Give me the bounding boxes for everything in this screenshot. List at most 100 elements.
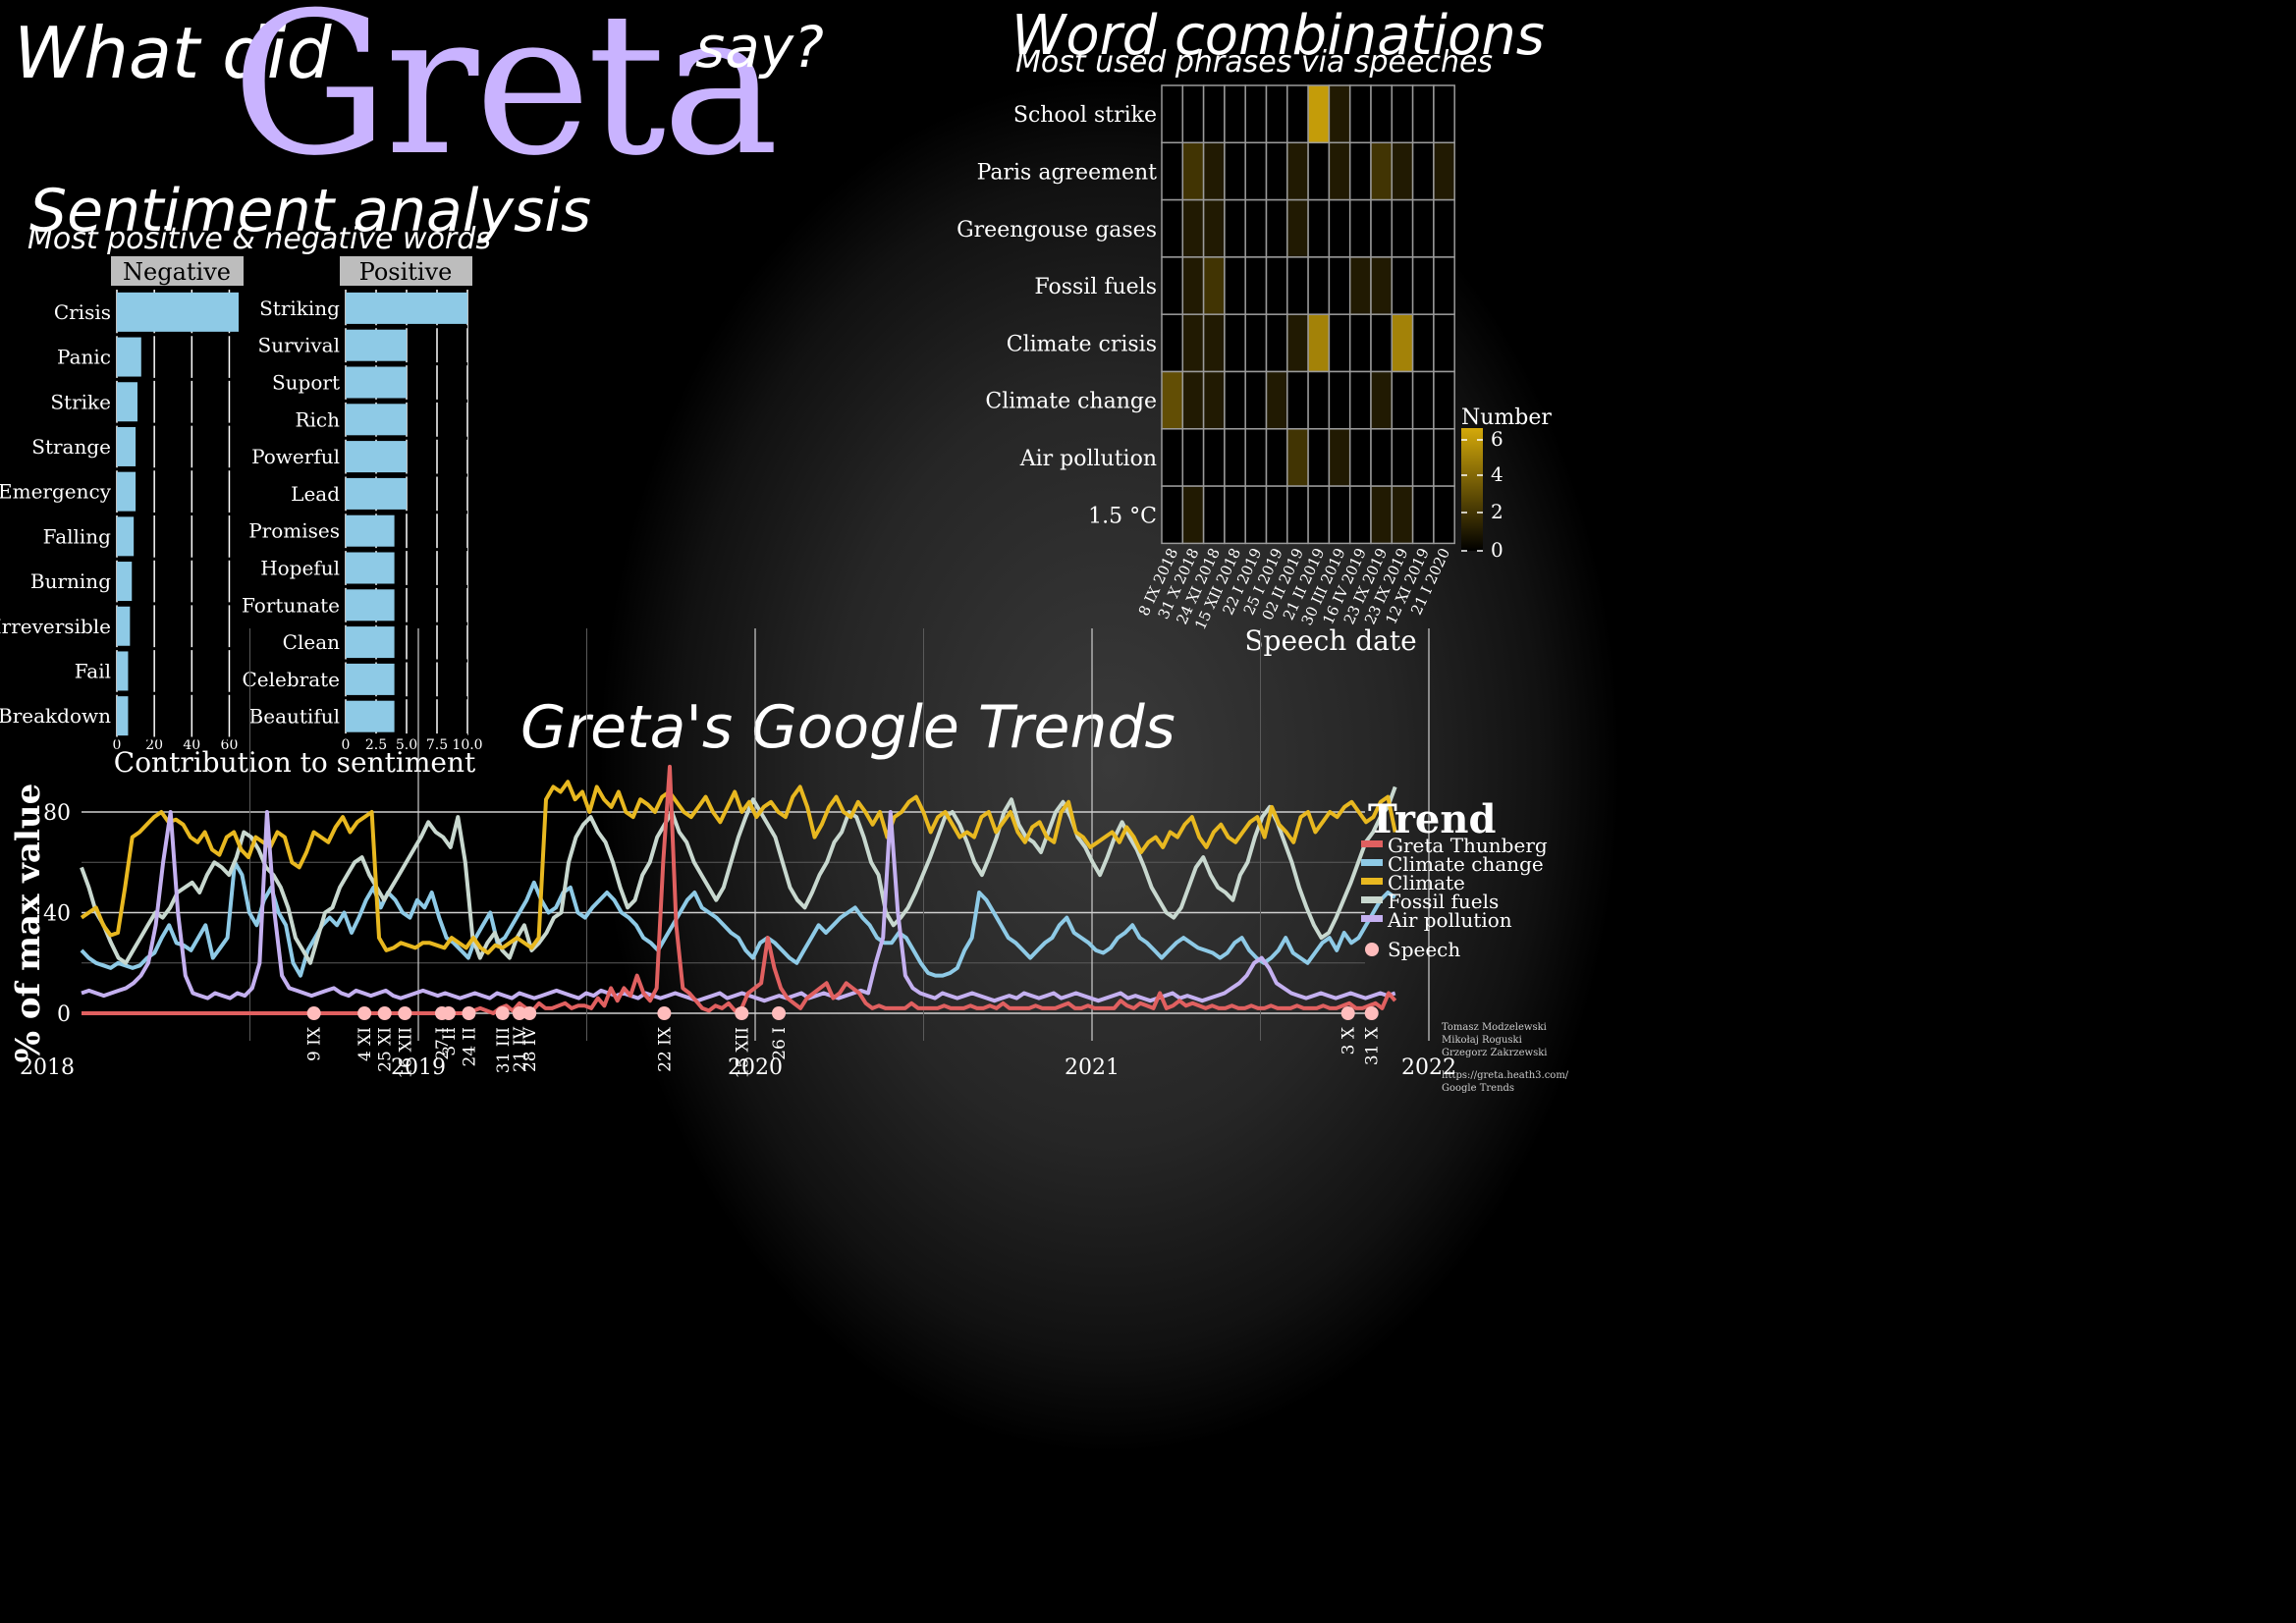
heatmap-cell: [1161, 370, 1184, 430]
heatmap-cell: [1224, 141, 1246, 201]
heatmap-cell: [1348, 141, 1372, 201]
heatmap-cell: [1348, 428, 1372, 487]
positive-bar: [346, 477, 407, 510]
heatmap-cell: [1244, 313, 1268, 373]
heatmap-cell: [1286, 313, 1309, 373]
heatmap-cell: [1161, 313, 1184, 373]
credit-author-3: Grzegorz Zakrzewski: [1442, 1048, 1548, 1058]
heatmap-legend-bar: [1461, 428, 1483, 551]
speech-label: 26 I: [770, 1027, 790, 1060]
positive-category-label: Clean: [283, 630, 340, 654]
trend-y-tick: 80: [43, 801, 71, 826]
speech-marker: [357, 1006, 372, 1020]
trend-line-fossil-fuels: [80, 785, 1397, 965]
heatmap-cell: [1161, 485, 1184, 545]
negative-bar: [117, 696, 129, 736]
positive-category-label: Fortunate: [242, 593, 340, 617]
heatmap-cell: [1433, 256, 1455, 315]
heatmap-cell: [1224, 198, 1246, 258]
heatmap-cell: [1265, 428, 1288, 487]
heatmap-cell: [1348, 313, 1372, 373]
positive-bar: [346, 589, 395, 622]
heatmap-cell: [1391, 370, 1414, 430]
heatmap-cell: [1391, 313, 1414, 373]
positive-bar: [346, 514, 395, 547]
negative-x-tick: 40: [183, 737, 200, 753]
negative-bar: [117, 651, 129, 691]
heatmap-cell: [1433, 198, 1455, 258]
trend-line-climate: [80, 780, 1397, 955]
heatmap-cell: [1181, 141, 1205, 201]
heatmap-cell: [1161, 256, 1184, 315]
heatmap-cell: [1433, 84, 1455, 144]
heatmap-cell: [1370, 313, 1394, 373]
heatmap-cell: [1328, 256, 1351, 315]
heatmap-cell: [1202, 84, 1226, 144]
title-part-2: say?: [695, 14, 824, 81]
heatmap-cell: [1181, 313, 1205, 373]
speech-marker: [441, 1006, 456, 1020]
negative-bar: [117, 606, 131, 646]
heatmap-cell: [1265, 313, 1288, 373]
positive-x-tick: 10.0: [452, 737, 482, 753]
heatmap-cell: [1328, 198, 1351, 258]
positive-facet-header: [340, 256, 472, 286]
heatmap-cell: [1202, 198, 1226, 258]
negative-category-label: Breakdown: [0, 704, 111, 728]
heatmap-row-label: Greengouse gases: [957, 218, 1157, 243]
heatmap-cell: [1370, 485, 1394, 545]
heatmap-cell: [1348, 84, 1372, 144]
heatmap-cell: [1202, 313, 1226, 373]
positive-facet-title: Positive: [359, 258, 453, 286]
heatmap-cell: [1286, 84, 1309, 144]
heatmap-row-label: School strike: [1013, 103, 1157, 128]
speech-label: 4 XI: [355, 1027, 375, 1061]
positive-bar: [346, 366, 407, 399]
heatmap-cell: [1411, 313, 1435, 373]
credit-source-2: Google Trends: [1442, 1083, 1515, 1094]
heatmap-cell: [1328, 428, 1351, 487]
speech-label: 31 III: [494, 1027, 514, 1073]
trend-y-tick: 40: [43, 902, 71, 927]
trend-legend-speech-label: Speech: [1388, 938, 1460, 961]
title-name: Greta: [232, 0, 779, 199]
trend-x-tick: 2018: [20, 1055, 75, 1080]
heatmap-cell: [1411, 485, 1435, 545]
speech-label: 9 IX: [305, 1026, 325, 1061]
negative-bar: [117, 382, 137, 422]
heatmap-cell: [1307, 428, 1331, 487]
trend-legend-swatch: [1361, 859, 1383, 866]
speech-marker: [522, 1006, 537, 1020]
positive-bar: [346, 329, 407, 361]
negative-category-label: Fail: [75, 659, 111, 682]
heatmap-cell: [1328, 485, 1351, 545]
heatmap-cell: [1433, 313, 1455, 373]
negative-x-tick: 20: [145, 737, 163, 753]
speech-label: 27 I: [433, 1027, 453, 1060]
sentiment-x-axis-label: Contribution to sentiment: [114, 746, 476, 779]
speech-marker: [377, 1006, 392, 1020]
heatmap-cell: [1391, 256, 1414, 315]
positive-category-label: Rich: [295, 407, 340, 431]
sentiment-heading: Sentiment analysis: [29, 177, 592, 245]
heatmap-cell: [1307, 84, 1331, 144]
heatmap-cell: [1181, 198, 1205, 258]
heatmap-cell: [1244, 84, 1268, 144]
heatmap-cell: [1244, 141, 1268, 201]
heatmap-cell: [1181, 428, 1205, 487]
heatmap-cell: [1161, 141, 1184, 201]
positive-x-tick: 2.5: [365, 737, 387, 753]
heatmap-cell: [1286, 485, 1309, 545]
positive-bar: [346, 292, 467, 324]
speech-marker: [1340, 1006, 1355, 1020]
heatmap-cell: [1161, 428, 1184, 487]
heatmap-cell: [1307, 313, 1331, 373]
negative-category-label: Emergency: [0, 480, 112, 504]
heatmap-legend-tick: 2: [1491, 500, 1503, 523]
positive-category-label: Survival: [258, 334, 340, 357]
heatmap-cell: [1244, 256, 1268, 315]
speech-marker: [772, 1006, 787, 1020]
speech-marker: [462, 1006, 476, 1020]
